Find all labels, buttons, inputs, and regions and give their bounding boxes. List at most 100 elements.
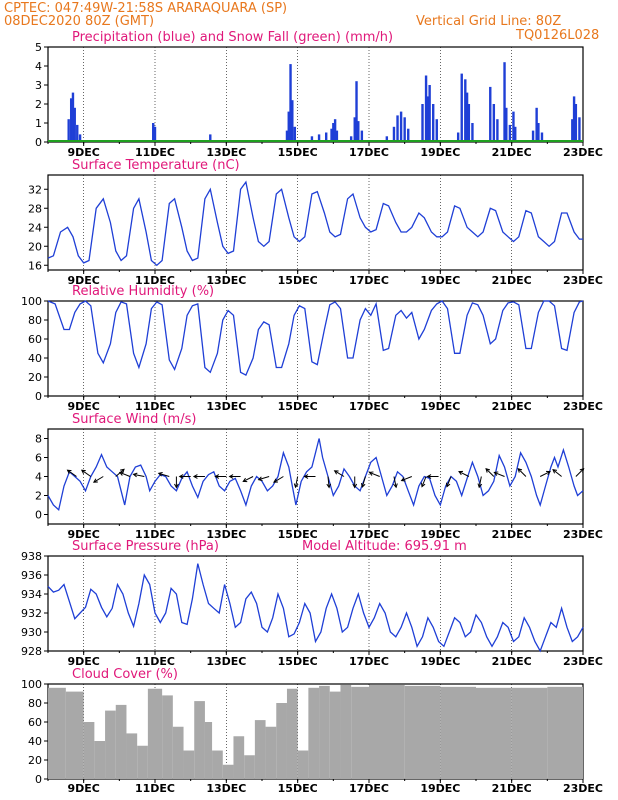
cloud-bar: [308, 687, 320, 779]
wind-vector: [243, 476, 254, 482]
wind-vector: [517, 468, 527, 477]
y-tick-label: 40: [28, 352, 42, 365]
series-line: [47, 563, 584, 653]
precip-bar: [317, 134, 321, 142]
x-tick-label: 9DEC: [67, 146, 99, 159]
precip-bar: [78, 134, 82, 142]
y-tick-label: 28: [28, 202, 42, 215]
wind-vector-head: [458, 470, 464, 476]
x-tick-label: 11DEC: [135, 528, 175, 541]
wind-vector: [273, 476, 284, 483]
cloud-bar: [286, 688, 298, 779]
cloud-bar: [94, 741, 106, 779]
x-tick-label: 21DEC: [492, 274, 532, 287]
precip-bar: [355, 81, 358, 142]
precip-bar: [407, 128, 410, 142]
wind-vector: [258, 476, 270, 481]
precip-bar: [333, 119, 337, 142]
y-tick-label: 2: [35, 490, 42, 503]
precip-bar: [287, 111, 290, 142]
y-tick-label: 934: [21, 588, 42, 601]
wind-vector-head: [326, 483, 332, 489]
wind-vector-head: [66, 469, 72, 474]
precip-bar: [310, 136, 314, 142]
wind-vector-head: [132, 472, 138, 478]
precip-bar: [330, 128, 333, 142]
x-tick-label: 23DEC: [563, 400, 603, 413]
precip-bar: [71, 92, 75, 142]
wind-vector-head: [400, 477, 406, 482]
wind-vector-head: [477, 483, 483, 489]
cloud-bar: [137, 745, 148, 779]
precip-bar: [385, 136, 389, 142]
x-tick-label: 13DEC: [206, 400, 246, 413]
cloud-bar: [547, 686, 583, 779]
precip-bar: [503, 62, 506, 143]
x-tick-label: 17DEC: [349, 782, 389, 795]
panel-precip: 9DEC 11DEC 13DEC 15DEC 17DEC 19DEC 21DEC 23DEC 0…: [35, 30, 603, 159]
wind-vector-head: [493, 471, 499, 476]
x-tick-label: 23DEC: [563, 655, 603, 668]
wind-vector: [401, 476, 412, 482]
cloud-bar: [340, 684, 352, 779]
cloud-bar: [297, 750, 309, 779]
y-tick-label: 5: [35, 41, 42, 54]
precip-bar: [465, 92, 469, 142]
y-tick-label: 938: [21, 550, 42, 563]
cloud-bar: [115, 704, 127, 779]
cloud-bar: [172, 726, 184, 779]
y-tick-label: 2: [35, 98, 42, 111]
y-tick-label: 24: [28, 221, 42, 234]
cloud-bar: [351, 686, 369, 779]
wind-vector-head: [485, 467, 491, 473]
panel-pres: 9DEC 11DEC 13DEC 15DEC 17DEC 19DEC 21DEC 23DEC 9…: [21, 539, 603, 668]
x-tick-label: 23DEC: [563, 528, 603, 541]
precip-bar: [514, 126, 517, 142]
wind-vector: [158, 472, 170, 477]
precip-bar: [492, 104, 496, 142]
cloud-bar: [222, 764, 234, 779]
x-tick-label: 11DEC: [135, 400, 175, 413]
precip-bar: [531, 130, 535, 142]
precip-bar: [428, 85, 431, 142]
panel-title: Precipitation (blue) and Snow Fall (gree…: [72, 30, 393, 45]
precip-bar: [399, 111, 403, 142]
wind-vector-head: [293, 483, 299, 489]
precip-bar: [572, 96, 576, 142]
wind-vector-head: [80, 469, 86, 474]
y-tick-label: 20: [28, 240, 42, 253]
precip-bar: [464, 79, 467, 142]
y-tick-label: 80: [28, 314, 42, 327]
precip-bar: [349, 136, 353, 142]
series-line: [47, 180, 583, 267]
x-tick-label: 21DEC: [492, 528, 532, 541]
precip-bar: [424, 75, 428, 142]
wind-vector: [552, 469, 562, 477]
precip-bar: [421, 104, 424, 142]
panel-title: Surface Pressure (hPa): [72, 539, 219, 554]
wind-vector: [575, 468, 584, 477]
precip-bar: [403, 117, 406, 142]
panel-title: Surface Wind (m/s): [72, 412, 196, 427]
y-tick-label: 1: [35, 117, 42, 130]
x-tick-label: 13DEC: [206, 146, 246, 159]
x-tick-label: 19DEC: [420, 782, 460, 795]
precip-bar: [69, 98, 73, 142]
precip-bar: [456, 132, 460, 142]
y-tick-label: 6: [35, 452, 42, 465]
precip-bar: [357, 121, 360, 142]
wind-vector: [446, 476, 452, 487]
precip-bar: [460, 73, 463, 142]
header-grid-note: Vertical Grid Line: 80Z: [416, 14, 561, 29]
y-tick-label: 0: [35, 136, 42, 149]
precip-bar: [496, 119, 499, 142]
precip-bar: [209, 134, 212, 142]
cloud-bar: [65, 691, 84, 779]
y-tick-label: 40: [28, 735, 42, 748]
precip-bar: [289, 64, 292, 142]
precip-bar: [76, 124, 79, 142]
wind-vector-head: [178, 474, 184, 479]
precip-bar: [426, 96, 430, 142]
wind-vector-head: [273, 478, 278, 483]
